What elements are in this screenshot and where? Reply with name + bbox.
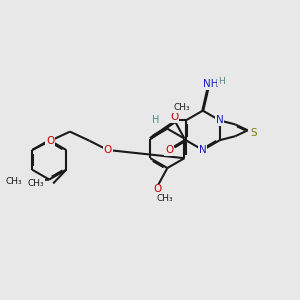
Text: CH₃: CH₃ (156, 194, 173, 203)
Text: CH₃: CH₃ (5, 177, 22, 186)
Text: NH: NH (202, 80, 218, 89)
Text: H: H (218, 76, 225, 85)
Text: O: O (165, 145, 173, 155)
Text: N: N (199, 145, 207, 155)
Text: O: O (153, 184, 162, 194)
Text: CH₃: CH₃ (27, 179, 44, 188)
Text: H: H (152, 115, 159, 125)
Text: S: S (250, 128, 257, 138)
Text: O: O (170, 112, 179, 122)
Text: N: N (216, 116, 224, 125)
Text: O: O (46, 136, 54, 146)
Text: CH₃: CH₃ (173, 103, 190, 112)
Text: O: O (103, 145, 112, 155)
